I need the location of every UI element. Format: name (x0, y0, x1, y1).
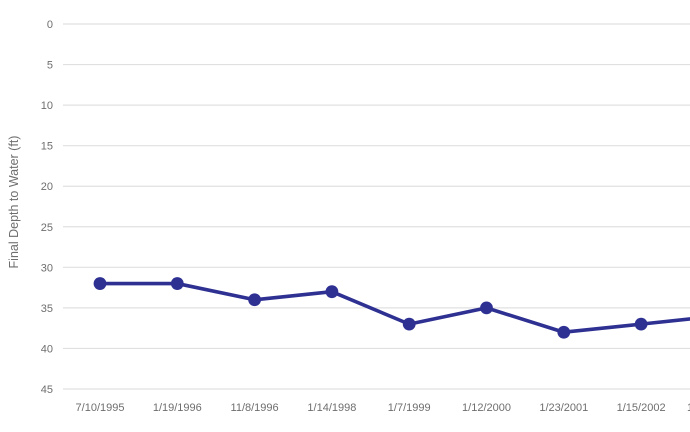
x-tick-label: 1/14/1998 (307, 402, 356, 414)
data-point (248, 293, 261, 307)
data-point (480, 301, 493, 315)
y-axis-title: Final Depth to Water (ft) (7, 135, 21, 269)
y-tick-label: 25 (41, 222, 53, 234)
data-point (325, 285, 339, 299)
x-tick-label: 1/15/2002 (617, 402, 666, 414)
y-tick-label: 15 (41, 141, 53, 153)
x-tick-label: 1/7/1999 (388, 402, 431, 414)
data-point (402, 317, 416, 331)
x-tick-label: 1/19/1996 (153, 402, 202, 414)
data-point (557, 325, 571, 339)
x-tick-label: 7/10/1995 (76, 402, 125, 414)
y-tick-label: 20 (41, 181, 53, 193)
y-tick-label: 5 (47, 60, 53, 72)
data-point (634, 317, 648, 331)
y-tick-label: 35 (41, 303, 53, 315)
y-tick-label: 30 (41, 262, 53, 274)
y-tick-label: 45 (41, 384, 53, 396)
x-tick-label: 1/23/2001 (539, 402, 588, 414)
data-point (93, 277, 107, 290)
x-tick-label: 11/8/1996 (231, 402, 279, 414)
x-tick-label-clipped: 1 (687, 402, 690, 414)
x-tick-label: 1/12/2000 (462, 402, 511, 414)
y-tick-label: 40 (41, 343, 53, 355)
y-tick-label: 10 (41, 100, 53, 112)
data-point (170, 277, 184, 290)
y-tick-label: 0 (47, 19, 53, 31)
